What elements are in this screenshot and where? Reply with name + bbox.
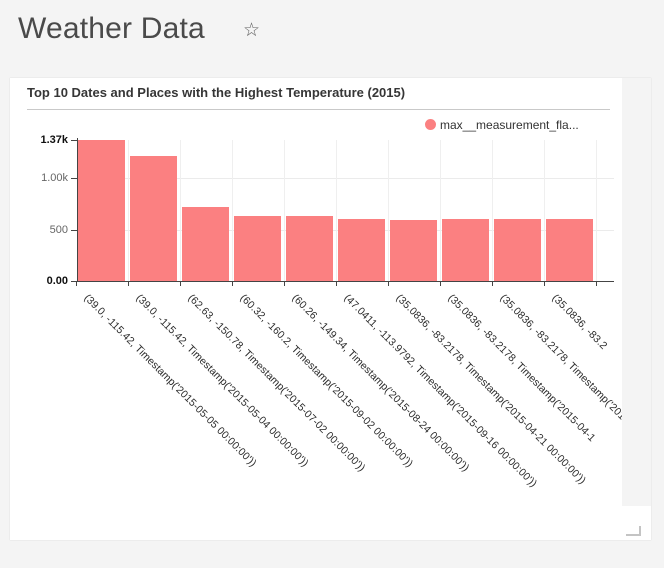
bar[interactable] bbox=[494, 219, 541, 281]
bar[interactable] bbox=[338, 218, 385, 281]
x-tick bbox=[127, 281, 129, 286]
v-gridline bbox=[335, 140, 337, 281]
y-tick bbox=[70, 178, 77, 180]
card-right-gutter bbox=[622, 78, 651, 506]
x-tick bbox=[387, 281, 389, 286]
y-tick bbox=[70, 281, 77, 282]
bar[interactable] bbox=[442, 219, 489, 281]
legend-item[interactable]: max__measurement_fla... bbox=[425, 117, 579, 132]
legend-label: max__measurement_fla... bbox=[440, 117, 579, 132]
resize-handle-icon[interactable] bbox=[626, 526, 641, 536]
x-axis-label: (35.0836, -83.2178, Timestamp('2015-04-2… bbox=[393, 292, 588, 487]
chart-card: Top 10 Dates and Places with the Highest… bbox=[10, 78, 651, 540]
x-axis-label: (47.0411, -113.9792, Timestamp('2015-09-… bbox=[341, 292, 539, 490]
bar[interactable] bbox=[286, 216, 333, 281]
page-title: Weather Data bbox=[18, 12, 205, 45]
y-tick bbox=[70, 140, 77, 141]
v-gridline bbox=[543, 140, 545, 281]
x-tick bbox=[179, 281, 181, 286]
title-divider bbox=[27, 109, 610, 110]
y-tick bbox=[70, 229, 77, 231]
y-axis-label: 500 bbox=[49, 223, 68, 236]
v-gridline bbox=[439, 140, 441, 281]
x-tick bbox=[75, 281, 77, 286]
v-gridline bbox=[127, 140, 129, 281]
v-gridline bbox=[231, 140, 233, 281]
x-tick bbox=[439, 281, 441, 286]
x-tick bbox=[283, 281, 285, 286]
x-tick bbox=[543, 281, 545, 286]
bar[interactable] bbox=[546, 219, 593, 281]
bar[interactable] bbox=[130, 155, 177, 281]
bar[interactable] bbox=[182, 207, 229, 281]
x-tick bbox=[231, 281, 233, 286]
x-tick bbox=[335, 281, 337, 286]
x-axis-line bbox=[76, 281, 614, 282]
y-axis-line bbox=[76, 138, 78, 282]
x-axis-label: (39.0, -115.42, Timestamp('2015-05-05 00… bbox=[81, 292, 259, 470]
legend-marker-icon bbox=[425, 119, 436, 130]
v-gridline bbox=[491, 140, 493, 281]
y-axis-label: 0.00 bbox=[46, 275, 68, 287]
bar[interactable] bbox=[234, 215, 281, 281]
h-gridline bbox=[76, 178, 614, 180]
x-tick bbox=[491, 281, 493, 286]
favorite-star-icon[interactable]: ☆ bbox=[243, 20, 261, 41]
v-gridline bbox=[283, 140, 285, 281]
x-axis-label: (60.32, -160.2, Timestamp('2015-09-02 00… bbox=[237, 292, 415, 470]
y-axis-label: 1.37k bbox=[40, 134, 68, 146]
x-axis-label: (62.63, -150.78, Timestamp('2015-07-02 0… bbox=[185, 292, 368, 475]
x-axis-label: (60.26, -149.34, Timestamp('2015-08-24 0… bbox=[289, 292, 472, 475]
bar[interactable] bbox=[390, 219, 437, 281]
x-axis-label: (39.0, -115.42, Timestamp('2015-05-04 00… bbox=[133, 292, 311, 470]
bar[interactable] bbox=[78, 140, 125, 281]
v-gridline bbox=[179, 140, 181, 281]
v-gridline bbox=[595, 140, 597, 281]
chart-title: Top 10 Dates and Places with the Highest… bbox=[27, 85, 406, 100]
v-gridline bbox=[387, 140, 389, 281]
x-axis-label: (35.0836, -83.2 bbox=[549, 292, 609, 352]
y-axis-label: 1.00k bbox=[41, 172, 68, 185]
chart-canvas: Top 10 Dates and Places with the Highest… bbox=[10, 78, 622, 540]
x-tick bbox=[595, 281, 597, 286]
